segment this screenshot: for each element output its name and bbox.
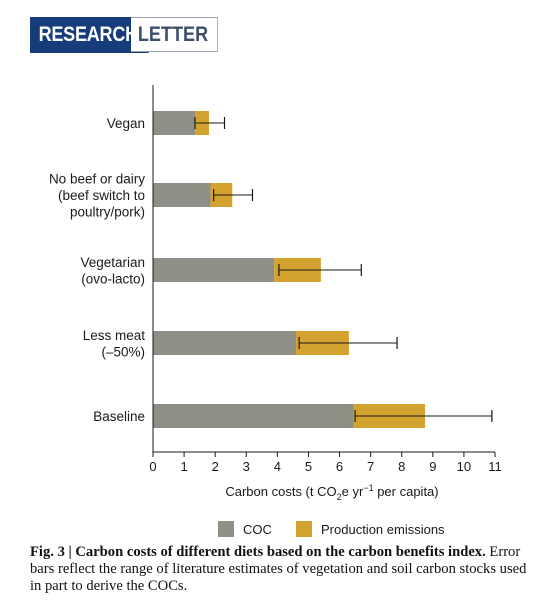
- x-tick-label-2: 2: [212, 459, 219, 474]
- x-tick-label-8: 8: [398, 459, 405, 474]
- x-tick-label-1: 1: [180, 459, 187, 474]
- bar-coc-0: [153, 111, 195, 135]
- category-label-0: Vegan: [107, 116, 145, 131]
- legend-swatch-1: [296, 521, 312, 537]
- caption-title: Fig. 3 | Carbon costs of different diets…: [30, 544, 486, 560]
- x-tick-label-5: 5: [305, 459, 312, 474]
- category-label-2: Vegetarian (ovo-lacto): [80, 255, 145, 287]
- category-label-4: Baseline: [93, 409, 145, 424]
- bar-coc-1: [153, 183, 211, 207]
- figure-caption: Fig. 3 | Carbon costs of different diets…: [30, 544, 530, 595]
- article-type-badge: RESEARCH LETTER: [30, 17, 218, 53]
- legend-swatch-0: [218, 521, 234, 537]
- bar-coc-3: [153, 331, 297, 355]
- caption-text: Error bars reflect the range of literatu…: [30, 544, 527, 594]
- badge-letter: LETTER: [131, 17, 218, 52]
- x-tick-label-11: 11: [488, 459, 502, 474]
- x-tick-label-3: 3: [243, 459, 250, 474]
- badge-research: RESEARCH: [30, 17, 149, 53]
- x-tick-label-7: 7: [367, 459, 374, 474]
- category-label-3: Less meat (–50%): [83, 328, 146, 360]
- x-tick-label-10: 10: [457, 459, 471, 474]
- x-axis-label: Carbon costs (t CO2e yr−1 per capita): [225, 483, 438, 502]
- legend-label-1: Production emissions: [321, 522, 445, 537]
- category-label-1: No beef or dairy (beef switch to poultry/p…: [49, 172, 145, 220]
- x-tick-label-9: 9: [429, 459, 436, 474]
- bar-coc-2: [153, 258, 275, 282]
- legend-label-0: COC: [243, 522, 272, 537]
- bar-coc-4: [153, 404, 354, 428]
- x-tick-label-0: 0: [149, 459, 156, 474]
- x-tick-label-6: 6: [336, 459, 343, 474]
- bar-chart: Vegan No beef or dairy (beef switch to poul…: [49, 85, 502, 537]
- x-tick-label-4: 4: [274, 459, 281, 474]
